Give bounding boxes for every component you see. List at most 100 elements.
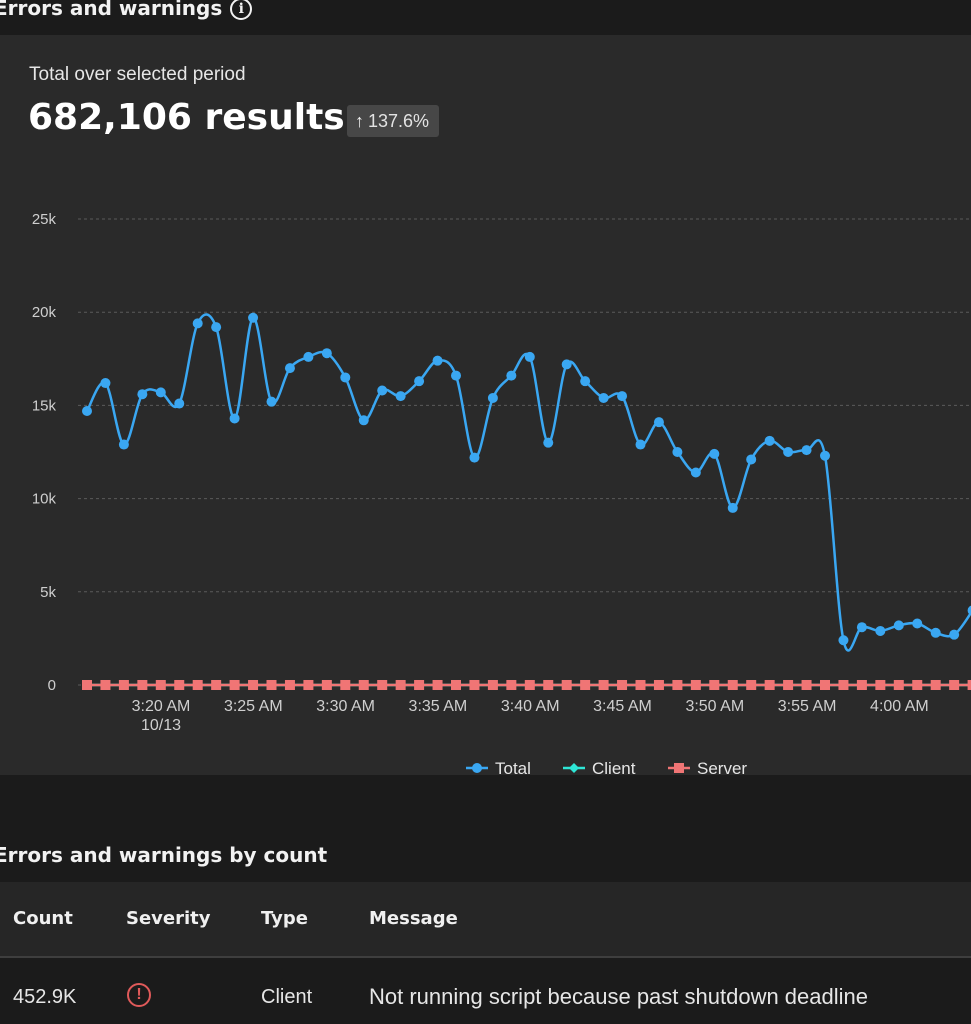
- data-point[interactable]: [137, 389, 148, 400]
- data-point[interactable]: [801, 680, 812, 690]
- data-point[interactable]: [893, 620, 904, 631]
- data-point[interactable]: [967, 605, 971, 616]
- info-icon[interactable]: i: [230, 0, 253, 20]
- header-severity[interactable]: Severity: [126, 908, 211, 929]
- data-point[interactable]: [838, 680, 849, 690]
- data-point[interactable]: [709, 680, 720, 690]
- data-point[interactable]: [395, 680, 406, 690]
- data-point[interactable]: [930, 627, 941, 638]
- data-point[interactable]: [248, 680, 259, 690]
- data-point[interactable]: [432, 680, 443, 690]
- data-point[interactable]: [617, 680, 628, 690]
- data-point[interactable]: [820, 450, 830, 461]
- legend-item-client[interactable]: Client: [563, 759, 636, 775]
- data-point[interactable]: [284, 363, 295, 374]
- data-point[interactable]: [912, 680, 923, 690]
- data-point[interactable]: [617, 391, 628, 402]
- data-point[interactable]: [561, 680, 572, 690]
- data-point[interactable]: [930, 680, 941, 690]
- data-point[interactable]: [949, 629, 960, 640]
- data-point[interactable]: [155, 387, 166, 398]
- data-point[interactable]: [506, 370, 517, 381]
- data-point[interactable]: [321, 348, 332, 359]
- data-point[interactable]: [174, 398, 185, 409]
- data-point[interactable]: [672, 447, 683, 457]
- data-point[interactable]: [192, 318, 203, 329]
- data-point[interactable]: [377, 385, 388, 396]
- header-type[interactable]: Type: [261, 908, 308, 929]
- data-point[interactable]: [100, 378, 111, 389]
- data-point[interactable]: [820, 680, 830, 690]
- data-point[interactable]: [875, 625, 886, 636]
- data-point[interactable]: [414, 680, 425, 690]
- data-point[interactable]: [727, 502, 738, 513]
- data-point[interactable]: [469, 680, 480, 690]
- data-point[interactable]: [746, 680, 757, 690]
- data-point[interactable]: [82, 680, 92, 690]
- data-point[interactable]: [229, 413, 240, 424]
- data-point[interactable]: [358, 680, 369, 690]
- data-point[interactable]: [487, 392, 498, 403]
- data-point[interactable]: [635, 680, 646, 690]
- data-point[interactable]: [358, 415, 369, 426]
- data-point[interactable]: [764, 680, 775, 690]
- data-point[interactable]: [174, 680, 185, 690]
- data-point[interactable]: [727, 680, 738, 690]
- legend-item-total[interactable]: Total: [466, 759, 531, 775]
- header-message[interactable]: Message: [369, 908, 458, 929]
- data-point[interactable]: [653, 417, 664, 428]
- data-point[interactable]: [340, 680, 351, 690]
- data-point[interactable]: [635, 439, 646, 450]
- data-point[interactable]: [432, 355, 443, 366]
- data-point[interactable]: [893, 680, 904, 690]
- data-point[interactable]: [229, 680, 240, 690]
- data-point[interactable]: [690, 680, 701, 690]
- legend-item-server[interactable]: Server: [668, 759, 747, 775]
- data-point[interactable]: [82, 405, 92, 416]
- data-point[interactable]: [856, 680, 867, 690]
- data-point[interactable]: [580, 680, 591, 690]
- data-point[interactable]: [764, 435, 775, 446]
- data-point[interactable]: [340, 372, 351, 383]
- data-point[interactable]: [801, 445, 812, 456]
- data-point[interactable]: [487, 680, 498, 690]
- data-point[interactable]: [506, 680, 517, 690]
- data-point[interactable]: [598, 680, 609, 690]
- data-point[interactable]: [451, 680, 461, 690]
- data-point[interactable]: [598, 392, 609, 403]
- data-point[interactable]: [469, 452, 480, 463]
- data-point[interactable]: [284, 680, 295, 690]
- data-point[interactable]: [100, 680, 111, 690]
- data-point[interactable]: [838, 635, 849, 646]
- data-point[interactable]: [524, 351, 535, 362]
- data-point[interactable]: [266, 680, 277, 690]
- data-point[interactable]: [414, 376, 425, 387]
- header-count[interactable]: Count: [13, 908, 73, 929]
- data-point[interactable]: [783, 680, 794, 690]
- data-point[interactable]: [949, 680, 960, 690]
- data-point[interactable]: [377, 680, 388, 690]
- data-point[interactable]: [248, 312, 259, 323]
- data-point[interactable]: [155, 680, 166, 690]
- data-point[interactable]: [856, 622, 867, 633]
- data-point[interactable]: [118, 680, 129, 690]
- data-point[interactable]: [561, 359, 572, 370]
- data-point[interactable]: [543, 680, 554, 690]
- data-point[interactable]: [709, 448, 720, 459]
- data-point[interactable]: [524, 680, 535, 690]
- data-point[interactable]: [451, 370, 461, 381]
- data-point[interactable]: [690, 467, 701, 478]
- data-point[interactable]: [192, 680, 203, 690]
- data-point[interactable]: [967, 680, 971, 690]
- data-point[interactable]: [580, 376, 591, 387]
- data-point[interactable]: [266, 396, 277, 407]
- data-point[interactable]: [543, 437, 554, 448]
- data-point[interactable]: [303, 351, 314, 362]
- data-point[interactable]: [746, 454, 757, 465]
- data-point[interactable]: [875, 680, 886, 690]
- data-point[interactable]: [783, 447, 794, 457]
- data-point[interactable]: [395, 391, 406, 402]
- data-point[interactable]: [118, 439, 129, 450]
- data-point[interactable]: [912, 618, 923, 629]
- data-point[interactable]: [303, 680, 314, 690]
